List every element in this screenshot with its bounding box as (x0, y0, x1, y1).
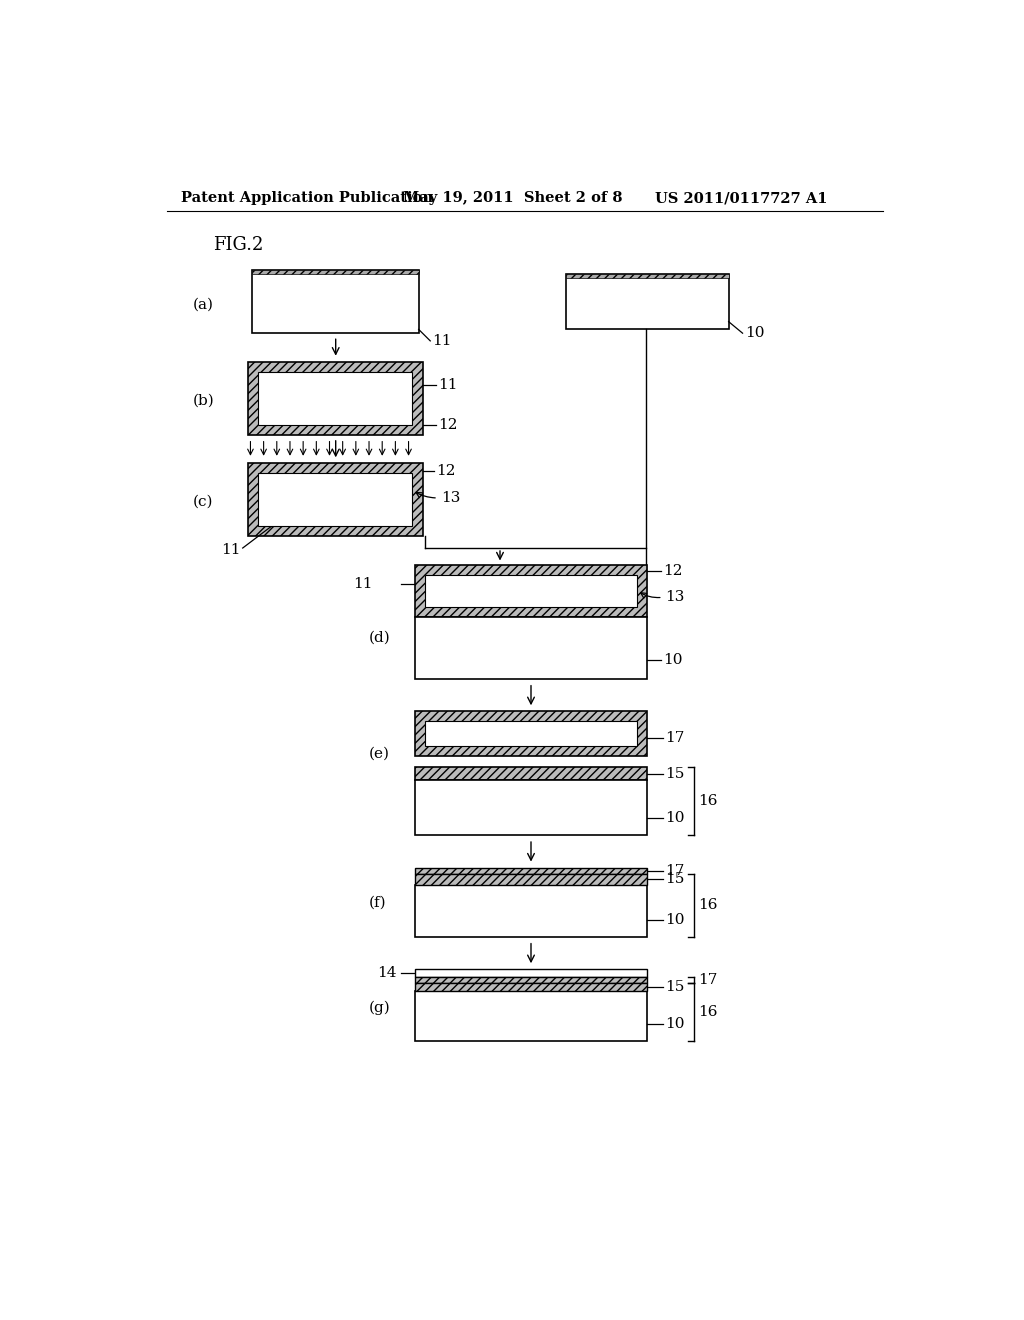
Text: 11: 11 (221, 544, 241, 557)
Text: US 2011/0117727 A1: US 2011/0117727 A1 (655, 191, 827, 206)
Text: (e): (e) (369, 747, 389, 760)
Bar (415, 977, 647, 983)
Bar (415, 874, 647, 884)
Bar (415, 983, 647, 991)
Text: (c): (c) (194, 495, 214, 508)
Text: 11: 11 (353, 577, 373, 591)
Bar (415, 780, 647, 836)
Bar (415, 767, 647, 780)
Text: May 19, 2011  Sheet 2 of 8: May 19, 2011 Sheet 2 of 8 (403, 191, 623, 206)
Bar (415, 991, 647, 1040)
Text: 12: 12 (436, 465, 456, 478)
Bar (252, 271, 419, 275)
Bar (415, 618, 647, 678)
Bar (248, 463, 423, 536)
Bar (425, 721, 637, 746)
Bar (415, 969, 647, 977)
Text: 15: 15 (665, 873, 684, 886)
Text: 10: 10 (665, 1016, 685, 1031)
Text: (b): (b) (194, 393, 215, 407)
Bar (258, 372, 413, 425)
Bar (415, 711, 647, 756)
Text: 10: 10 (665, 812, 685, 825)
Text: 14: 14 (377, 966, 396, 979)
Bar (248, 362, 423, 434)
Text: (g): (g) (369, 1001, 390, 1015)
Text: 10: 10 (663, 652, 682, 667)
Text: 12: 12 (438, 418, 458, 432)
Text: 16: 16 (698, 899, 718, 912)
Text: 17: 17 (665, 863, 684, 878)
Bar (415, 867, 647, 874)
Text: 16: 16 (698, 795, 718, 808)
Text: 13: 13 (441, 491, 461, 506)
Text: 11: 11 (438, 378, 458, 392)
Text: 11: 11 (432, 334, 452, 348)
Text: 10: 10 (665, 913, 685, 927)
Bar (415, 565, 647, 618)
Bar (566, 275, 729, 277)
Text: (d): (d) (369, 631, 390, 645)
Text: FIG.2: FIG.2 (213, 236, 263, 253)
Text: 15: 15 (665, 767, 684, 780)
Text: 17: 17 (665, 731, 684, 746)
Bar (258, 474, 413, 527)
Text: 10: 10 (744, 326, 764, 341)
Bar (415, 884, 647, 937)
Text: Patent Application Publication: Patent Application Publication (180, 191, 433, 206)
Text: 16: 16 (698, 1005, 718, 1019)
Text: 17: 17 (698, 973, 718, 987)
Bar (252, 271, 419, 333)
Text: (f): (f) (369, 895, 386, 909)
Text: (a): (a) (194, 298, 214, 312)
Bar (566, 275, 729, 330)
Bar (425, 576, 637, 607)
Text: 13: 13 (665, 590, 684, 605)
Text: 12: 12 (663, 564, 682, 578)
Text: 15: 15 (665, 979, 684, 994)
